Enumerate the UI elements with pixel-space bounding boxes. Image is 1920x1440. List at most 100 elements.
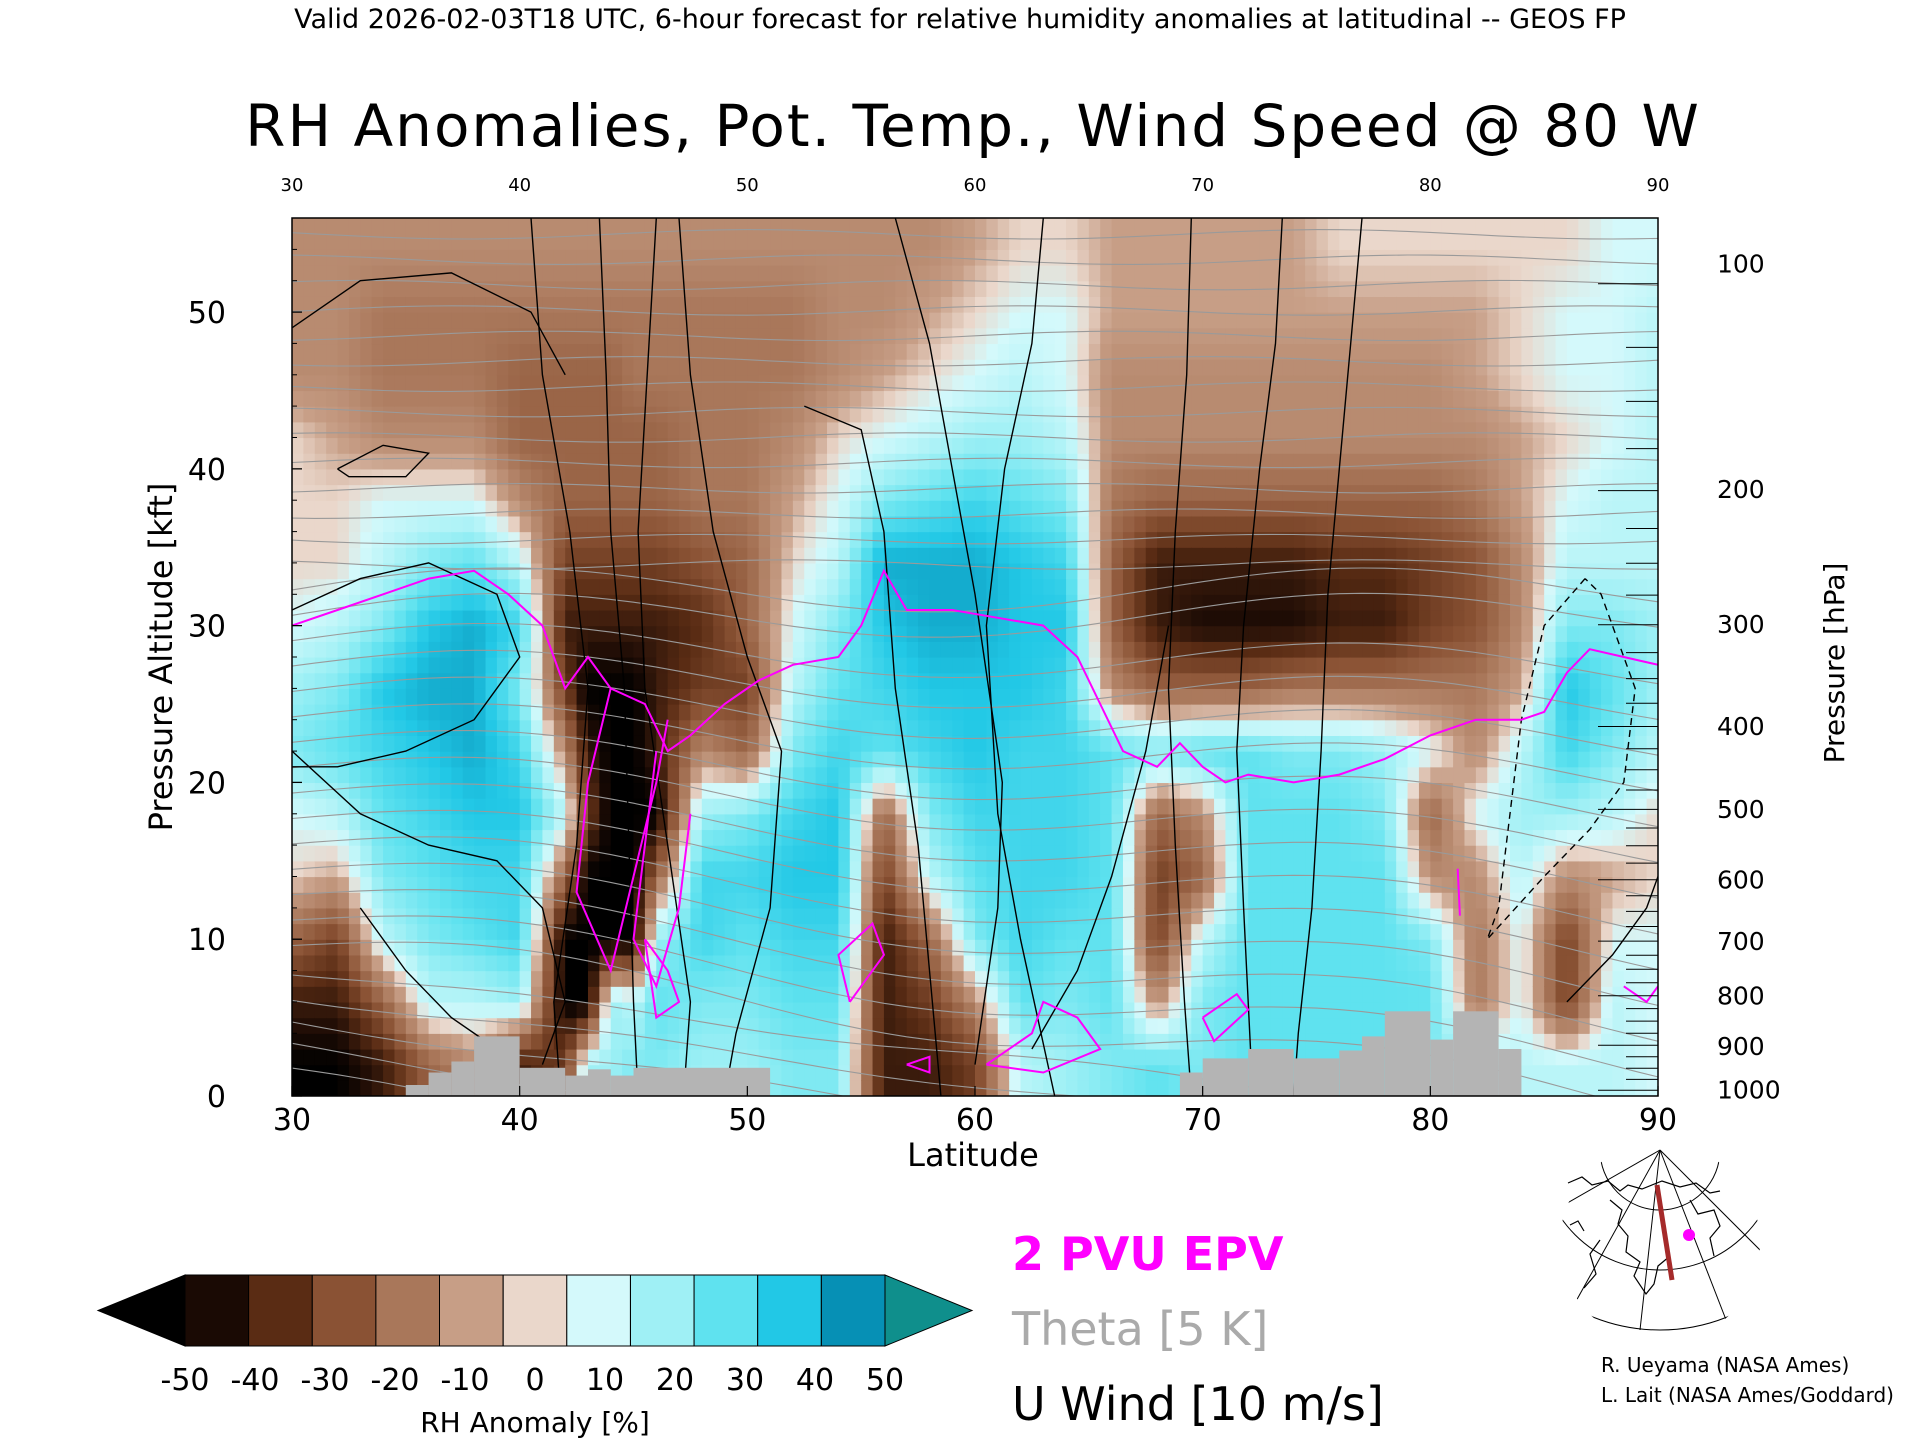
heatmap-cell xyxy=(781,500,794,517)
heatmap-cell xyxy=(1248,500,1261,517)
heatmap-cell xyxy=(1282,484,1295,501)
heatmap-cell xyxy=(1054,500,1067,517)
heatmap-cell xyxy=(667,484,680,501)
heatmap-cell xyxy=(610,1017,623,1034)
heatmap-cell xyxy=(462,923,475,940)
heatmap-cell xyxy=(1100,1048,1113,1066)
heatmap-cell xyxy=(1248,923,1261,940)
heatmap-cell xyxy=(986,484,999,501)
heatmap-cell xyxy=(474,515,487,533)
heatmap-cell xyxy=(940,829,953,846)
heatmap-cell xyxy=(553,845,566,862)
heatmap-cell xyxy=(724,296,737,313)
heatmap-cell xyxy=(383,265,396,282)
heatmap-cell xyxy=(314,468,327,486)
heatmap-cell xyxy=(360,531,373,548)
heatmap-cell xyxy=(1134,515,1147,533)
heatmap-cell xyxy=(963,907,976,925)
heatmap-cell xyxy=(622,766,635,784)
heatmap-cell xyxy=(1214,453,1227,470)
heatmap-cell xyxy=(690,1017,703,1034)
heatmap-cell xyxy=(360,547,373,564)
heatmap-cell xyxy=(1270,359,1283,376)
heatmap-cell xyxy=(599,625,612,642)
heatmap-cell xyxy=(610,233,623,250)
heatmap-cell xyxy=(1111,892,1124,909)
heatmap-cell xyxy=(348,1017,361,1034)
heatmap-cell xyxy=(838,672,851,689)
heatmap-cell xyxy=(690,719,703,736)
heatmap-cell xyxy=(1111,876,1124,893)
heatmap-cell xyxy=(1293,876,1306,893)
heatmap-cell xyxy=(929,312,942,329)
heatmap-cell xyxy=(735,218,748,235)
heatmap-cell xyxy=(656,1048,669,1066)
heatmap-cell xyxy=(1031,719,1044,736)
heatmap-cell xyxy=(667,735,680,752)
heatmap-cell xyxy=(1248,829,1261,846)
heatmap-cell xyxy=(371,735,384,752)
heatmap-cell xyxy=(1202,1033,1215,1050)
heatmap-cell xyxy=(1066,218,1079,235)
heatmap-cell xyxy=(1054,907,1067,925)
heatmap-cell xyxy=(838,562,851,580)
heatmap-cell xyxy=(827,280,839,297)
heatmap-cell xyxy=(872,751,885,768)
heatmap-cell xyxy=(781,296,794,313)
heatmap-cell xyxy=(531,374,544,392)
heatmap-cell xyxy=(713,782,726,799)
heatmap-cell xyxy=(314,594,327,611)
heatmap-cell xyxy=(792,562,805,580)
heatmap-cell xyxy=(838,939,851,956)
heatmap-cell xyxy=(1270,327,1283,345)
heatmap-cell xyxy=(1168,437,1181,454)
heatmap-cell xyxy=(337,672,350,689)
heatmap-cell xyxy=(508,954,521,972)
heatmap-cell xyxy=(952,892,965,909)
heatmap-cell xyxy=(929,437,942,454)
heatmap-cell xyxy=(1031,249,1044,266)
heatmap-cell xyxy=(553,594,566,611)
heatmap-cell xyxy=(337,704,350,721)
heatmap-cell xyxy=(542,609,555,627)
heatmap-cell xyxy=(439,359,452,376)
heatmap-cell xyxy=(747,939,760,956)
heatmap-cell xyxy=(383,719,396,736)
heatmap-cell xyxy=(918,829,931,846)
heatmap-cell xyxy=(622,374,635,392)
heatmap-cell xyxy=(986,594,999,611)
heatmap-cell xyxy=(735,421,748,439)
heatmap-cell xyxy=(997,484,1010,501)
heatmap-cell xyxy=(1043,578,1056,595)
heatmap-cell xyxy=(883,735,896,752)
heatmap-cell xyxy=(940,625,953,642)
heatmap-cell xyxy=(394,641,407,658)
heatmap-cell xyxy=(292,907,304,925)
heatmap-cell xyxy=(303,265,316,282)
heatmap-cell xyxy=(929,688,942,705)
heatmap-cell xyxy=(1020,296,1033,313)
heatmap-cell xyxy=(781,280,794,297)
heatmap-cell xyxy=(724,1001,737,1019)
heatmap-cell xyxy=(1020,453,1033,470)
heatmap-cell xyxy=(986,625,999,642)
heatmap-cell xyxy=(1293,562,1306,580)
heatmap-cell xyxy=(1179,876,1192,893)
heatmap-cell xyxy=(747,1017,760,1034)
heatmap-cell xyxy=(1122,406,1135,423)
heatmap-cell xyxy=(1214,672,1227,689)
heatmap-cell xyxy=(724,892,737,909)
heatmap-cell xyxy=(337,1001,350,1019)
heatmap-cell xyxy=(292,641,304,658)
heatmap-cell xyxy=(519,625,532,642)
heatmap-cell xyxy=(633,813,646,831)
heatmap-cell xyxy=(1293,594,1306,611)
heatmap-cell xyxy=(1043,609,1056,627)
heatmap-cell xyxy=(827,390,839,407)
heatmap-cell xyxy=(827,562,839,580)
heatmap-cell xyxy=(439,970,452,987)
heatmap-cell xyxy=(1236,484,1249,501)
heatmap-cell xyxy=(1066,751,1079,768)
heatmap-cell xyxy=(326,625,339,642)
heatmap-cell xyxy=(883,296,896,313)
